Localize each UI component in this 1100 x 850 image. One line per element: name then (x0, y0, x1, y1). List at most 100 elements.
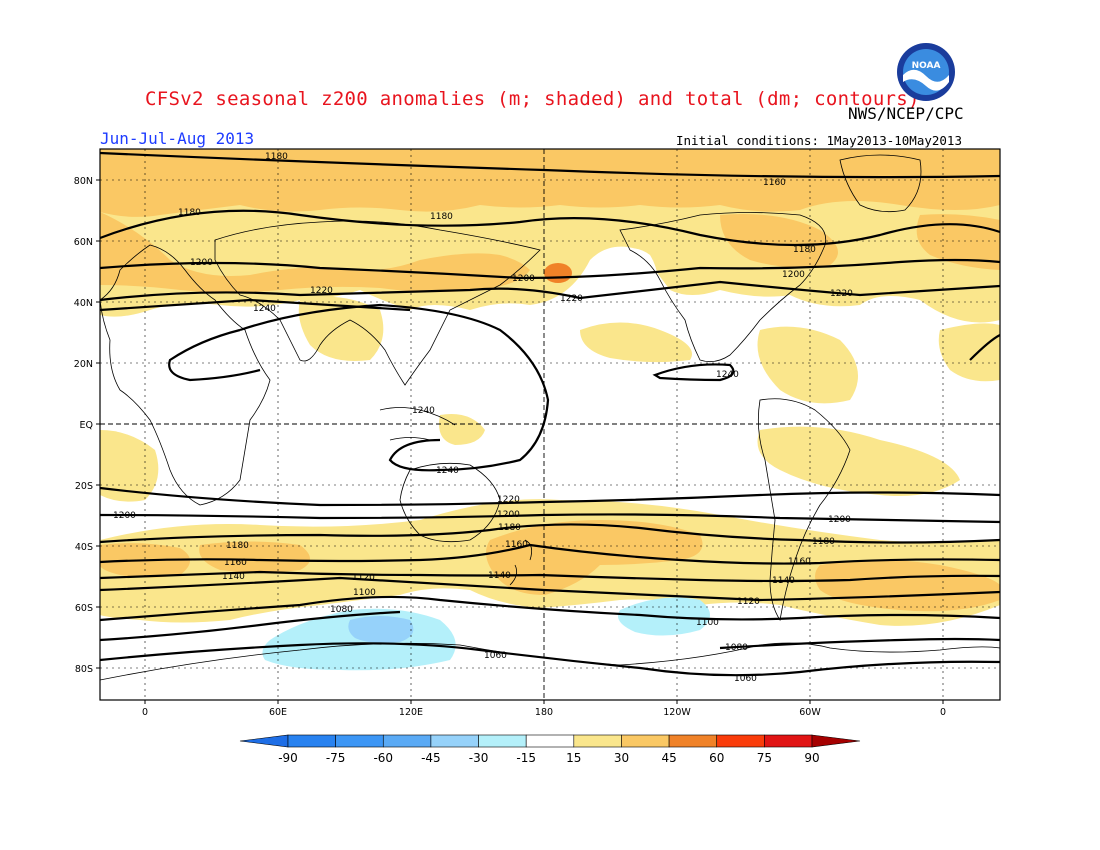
pacific-neutral (610, 248, 658, 302)
contour-label: 1240 (412, 406, 435, 416)
contour-label: 1060 (484, 651, 507, 661)
lon-label: 60E (269, 707, 287, 718)
caribbean-anomaly-30 (757, 326, 858, 404)
atlantic-anomaly-45 (916, 214, 1000, 270)
contour-label: 1140 (772, 576, 795, 586)
contour-label: 1080 (725, 643, 748, 653)
lat-label: 80N (74, 176, 93, 187)
lon-label: 60W (799, 707, 821, 718)
colorbar-swatch (716, 734, 765, 748)
colorbar-label: -90 (278, 751, 298, 765)
lon-label: 120E (399, 707, 423, 718)
sh-south-atlantic-anomaly-45 (815, 560, 1000, 612)
contour-label: 1240 (716, 370, 739, 380)
contour-label: 1060 (734, 674, 757, 684)
logo-text: NOAA (912, 61, 941, 71)
colorbar-swatch (621, 734, 670, 748)
height-contours (100, 151, 1000, 677)
contour-label: 1180 (226, 541, 249, 551)
lat-label: 80S (75, 664, 93, 675)
contour-label: 1220 (497, 495, 520, 505)
agency-label: NWS/NCEP/CPC (848, 104, 964, 123)
lat-label: 60N (74, 237, 93, 248)
contour-label: 1200 (782, 270, 805, 280)
contour-label: 1140 (488, 571, 511, 581)
contour-label: 1100 (353, 588, 376, 598)
contour-label: 1180 (430, 212, 453, 222)
colorbar-label: -30 (469, 751, 489, 765)
colorbar-swatch (382, 734, 432, 748)
lon-labels: 0 60E 120E 180 120W 60W 0 (142, 707, 946, 718)
season-label: Jun-Jul-Aug 2013 (100, 129, 255, 148)
noaa-logo-icon: NOAA (897, 43, 955, 101)
lon-label: 0 (940, 707, 946, 718)
contour-label: 1160 (788, 557, 811, 567)
lon-label: 180 (535, 707, 553, 718)
contour-label: 1200 (113, 511, 136, 521)
contour-label: 1160 (224, 558, 247, 568)
contour-label: 1220 (830, 289, 853, 299)
antarctic-neg-anomaly-30 (348, 616, 414, 643)
lon-axis (144, 700, 944, 704)
africa-anomaly-30 (100, 430, 159, 502)
colorbar-label: -15 (516, 751, 536, 765)
arctic-anomaly-45 (100, 149, 1000, 217)
colorbar-label: -45 (421, 751, 441, 765)
pacific-anomaly-60 (544, 263, 572, 283)
colorbar-swatch (430, 734, 479, 748)
colorbar-max-arrow (811, 734, 861, 748)
lat-label: 20N (74, 359, 93, 370)
contour-label: 1140 (222, 572, 245, 582)
contour-label: 1220 (560, 294, 583, 304)
colorbar-label: 15 (566, 751, 581, 765)
lat-label: 60S (75, 603, 93, 614)
contour-label: 1100 (696, 618, 719, 628)
colorbar-swatch (287, 734, 336, 748)
colorbar-min-arrow (239, 734, 289, 748)
sh-pacific-anomaly-45 (486, 520, 703, 595)
lon-label: 120W (663, 707, 691, 718)
colorbar-swatch (525, 734, 575, 748)
lat-axis (96, 179, 100, 669)
contour-label: 1240 (436, 466, 459, 476)
colorbar-swatch (335, 734, 384, 748)
lat-labels: 80N 60N 40N 20N EQ 20S 40S 60S 80S (74, 176, 93, 675)
contour-label: 1180 (498, 523, 521, 533)
contour-label: 1200 (497, 510, 520, 520)
map-title: CFSv2 seasonal z200 anomalies (m; shaded… (145, 88, 920, 110)
contour-label: 1120 (737, 597, 760, 607)
contour-label: 1120 (352, 573, 375, 583)
lat-label: 20S (75, 481, 93, 492)
atlantic-tropics-anomaly-30 (938, 323, 1000, 382)
south-america-anomaly-30 (757, 426, 960, 496)
contour-label: 1180 (812, 537, 835, 547)
lat-label: 40N (74, 298, 93, 309)
contour-label: 1160 (505, 540, 528, 550)
colorbar-swatch (478, 734, 527, 748)
colorbar-label: 90 (804, 751, 819, 765)
lon-label: 0 (142, 707, 148, 718)
colorbar-label: 30 (614, 751, 629, 765)
colorbar-swatch (764, 734, 813, 748)
contour-label: 1200 (512, 274, 535, 284)
east-pacific-anomaly-30 (580, 322, 692, 363)
contour-labels: 1180 1160 1180 1180 1180 1200 1200 1200 … (113, 152, 853, 684)
colorbar-label: -60 (373, 751, 393, 765)
colorbar-label: 60 (709, 751, 724, 765)
contour-label: 1080 (330, 605, 353, 615)
contour-label: 1200 (190, 258, 213, 268)
colorbar-label: 45 (661, 751, 676, 765)
lat-label: 40S (75, 542, 93, 553)
lat-label: EQ (80, 420, 93, 431)
contour-label: 1240 (253, 304, 276, 314)
contour-label: 1200 (828, 515, 851, 525)
sh-indian-anomaly-45 (199, 541, 310, 573)
contour-label: 1160 (763, 178, 786, 188)
initial-conditions-label: Initial conditions: 1May2013-10May2013 (676, 133, 962, 148)
colorbar-swatch (668, 734, 718, 748)
contour-label: 1180 (793, 245, 816, 255)
colorbar-swatch (573, 734, 622, 748)
contour-label: 1180 (178, 208, 201, 218)
contour-label: 1220 (310, 286, 333, 296)
